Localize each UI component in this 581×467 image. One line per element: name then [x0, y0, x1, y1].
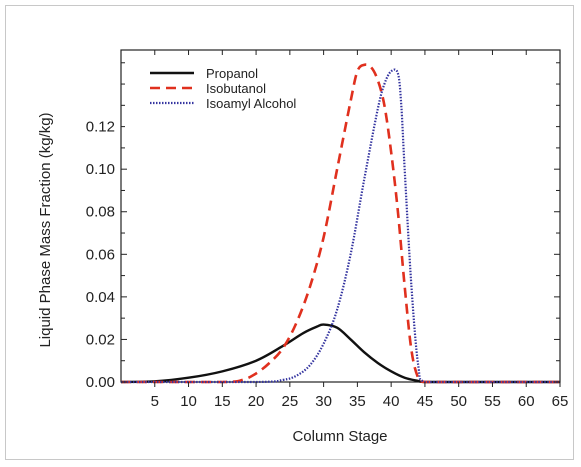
y-tick-label: 0.06 — [86, 246, 115, 263]
legend-label: Isoamyl Alcohol — [206, 96, 296, 111]
y-tick-label: 0.04 — [86, 289, 115, 306]
x-tick-label: 15 — [214, 393, 231, 410]
series-line-isobutanol — [121, 63, 560, 384]
y-tick-label: 0.12 — [86, 119, 115, 136]
x-tick-label: 10 — [180, 393, 197, 410]
x-tick-label: 45 — [417, 393, 434, 410]
y-tick-label: 0.02 — [86, 331, 115, 348]
y-tick-label: 0.10 — [86, 161, 115, 178]
x-tick-label: 65 — [552, 393, 569, 410]
y-axis-title: Liquid Phase Mass Fraction (kg/kg) — [37, 112, 54, 347]
x-tick-label: 55 — [484, 393, 501, 410]
x-tick-label: 5 — [151, 393, 159, 410]
x-tick-label: 60 — [518, 393, 535, 410]
x-tick-label: 35 — [349, 393, 366, 410]
y-tick-label: 0.00 — [86, 374, 115, 391]
x-tick-label: 20 — [248, 393, 265, 410]
legend-label: Isobutanol — [206, 81, 266, 96]
x-tick-label: 40 — [383, 393, 400, 410]
plot-area — [120, 49, 561, 383]
x-tick-label: 50 — [450, 393, 467, 410]
x-tick-label: 30 — [315, 393, 332, 410]
series-line-propanol — [120, 323, 560, 384]
x-axis-title: Column Stage — [292, 428, 387, 445]
legend-label: Propanol — [206, 66, 258, 81]
x-tick-label: 25 — [282, 393, 299, 410]
y-tick-label: 0.08 — [86, 204, 115, 221]
series-line-isoamyl-alcohol — [121, 68, 560, 384]
